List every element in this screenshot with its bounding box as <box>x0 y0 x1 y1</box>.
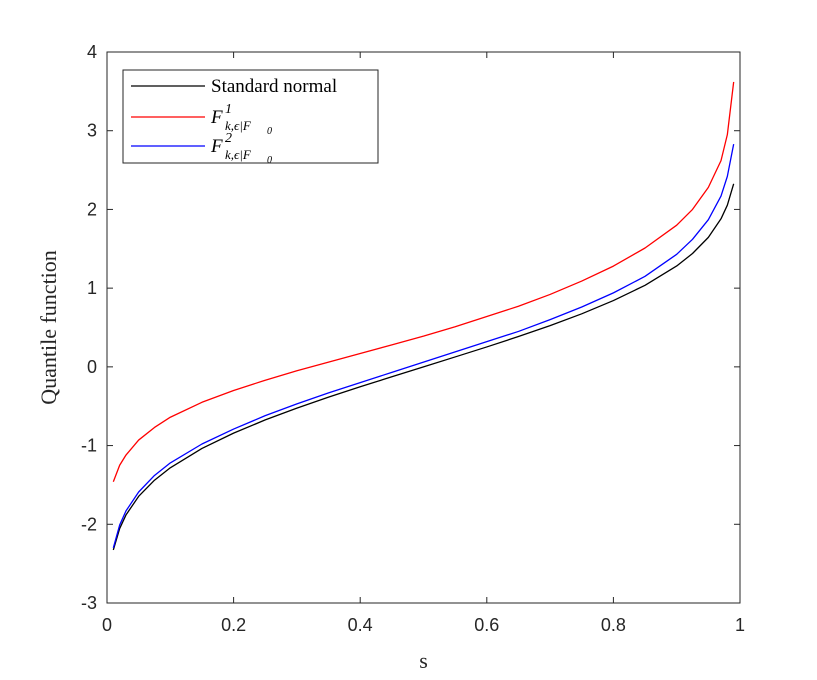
legend-label-3: F <box>210 136 223 157</box>
x-tick-label: 0.4 <box>348 615 373 635</box>
x-tick-label: 1 <box>735 615 745 635</box>
series-line-2 <box>112 81 735 483</box>
legend-sub-2: k,ϵ|F <box>225 118 252 133</box>
legend-sub-3: k,ϵ|F <box>225 147 252 162</box>
y-tick-label: 3 <box>87 121 97 141</box>
legend-subsub-2: 0 <box>267 126 272 137</box>
legend-sup-3: 2 <box>225 131 232 146</box>
series-layer <box>112 81 735 551</box>
x-tick-label: 0 <box>102 615 112 635</box>
y-axis-label: Quantile function <box>36 250 61 405</box>
legend-label-2: F <box>210 107 223 128</box>
y-tick-label: 4 <box>87 42 97 62</box>
y-tick-label: -2 <box>81 514 97 534</box>
y-tick-label: -1 <box>81 436 97 456</box>
axis-ticks: 0 0.2 0.4 0.6 0.8 1 -3 -2 -1 0 1 2 3 4 <box>81 42 745 635</box>
series-line-3 <box>112 143 735 549</box>
x-tick-label: 0.8 <box>601 615 626 635</box>
y-tick-label: -3 <box>81 593 97 613</box>
x-tick-label: 0.6 <box>474 615 499 635</box>
legend-label-1: Standard normal <box>211 76 337 97</box>
legend-subsub-3: 0 <box>267 155 272 166</box>
y-tick-label: 1 <box>87 278 97 298</box>
legend-sup-2: 1 <box>225 102 232 117</box>
y-tick-label: 2 <box>87 199 97 219</box>
x-axis-label: s <box>419 648 428 673</box>
y-tick-label: 0 <box>87 357 97 377</box>
x-tick-label: 0.2 <box>221 615 246 635</box>
series-line-1 <box>112 183 735 551</box>
